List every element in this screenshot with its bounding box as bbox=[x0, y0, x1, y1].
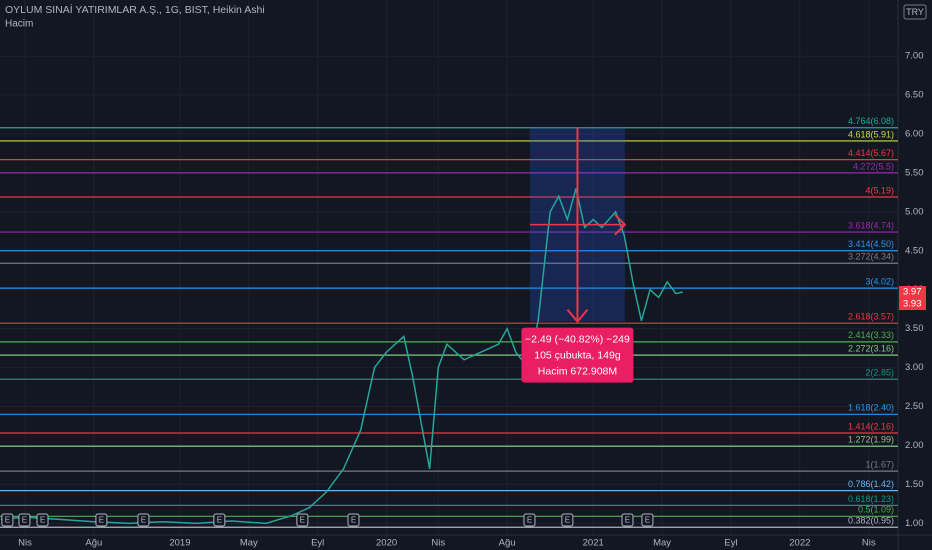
fib-label: 4.414(5.67) bbox=[848, 148, 894, 158]
measure-label: −2.49 (−40.82%) −249 bbox=[525, 333, 630, 345]
earnings-marker bbox=[18, 513, 31, 527]
earnings-marker bbox=[213, 513, 226, 527]
y-tick-label: 7.00 bbox=[905, 51, 924, 62]
currency-label[interactable]: TRY bbox=[906, 7, 924, 17]
y-tick-label: 6.00 bbox=[905, 128, 924, 139]
x-tick-label: Ağu bbox=[499, 538, 516, 549]
currency-button[interactable] bbox=[903, 4, 927, 20]
earnings-label: E bbox=[625, 516, 630, 525]
earnings-label: E bbox=[565, 516, 570, 525]
fib-label: 1.414(2.16) bbox=[848, 421, 894, 431]
measure-label: Hacim 672.908M bbox=[538, 365, 617, 377]
fib-label: 4.764(6.08) bbox=[848, 116, 894, 126]
fib-label: 3.618(4.74) bbox=[848, 220, 894, 230]
fib-label: 1.618(2.40) bbox=[848, 403, 894, 413]
earnings-label: E bbox=[351, 516, 356, 525]
fib-label: 2.414(3.33) bbox=[848, 330, 894, 340]
price-line bbox=[0, 188, 683, 525]
x-tick-label: May bbox=[240, 538, 258, 549]
x-tick-label: 2021 bbox=[583, 538, 604, 549]
earnings-label: E bbox=[527, 516, 532, 525]
price-tag-label: 3.97 bbox=[903, 287, 922, 298]
fib-label: 0.5(1.09) bbox=[858, 505, 894, 515]
fib-label: 4.618(5.91) bbox=[848, 129, 894, 139]
fib-label: 0.618(1.23) bbox=[848, 494, 894, 504]
earnings-marker bbox=[95, 513, 108, 527]
earnings-label: E bbox=[141, 516, 146, 525]
y-tick-label: 5.50 bbox=[905, 167, 924, 178]
earnings-marker bbox=[621, 513, 634, 527]
earnings-label: E bbox=[217, 516, 222, 525]
x-tick-label: Eyl bbox=[311, 538, 324, 549]
earnings-label: E bbox=[99, 516, 104, 525]
x-tick-label: 2022 bbox=[789, 538, 810, 549]
fib-label: 0.382(0.95) bbox=[848, 516, 894, 526]
price-tag bbox=[899, 286, 926, 299]
fib-label: 4(5.19) bbox=[865, 185, 894, 195]
x-tick-label: Nis bbox=[862, 538, 876, 549]
fib-label: 2.618(3.57) bbox=[848, 312, 894, 322]
fib-label: 2.272(3.16) bbox=[848, 343, 894, 353]
fib-label: 1.272(1.99) bbox=[848, 435, 894, 445]
price-tag bbox=[899, 298, 926, 311]
fib-label: 3.272(4.34) bbox=[848, 252, 894, 262]
y-tick-label: 3.50 bbox=[905, 323, 924, 334]
earnings-marker bbox=[347, 513, 360, 527]
fib-label: 0.786(1.42) bbox=[848, 479, 894, 489]
earnings-marker bbox=[137, 513, 150, 527]
measure-label: 105 çubukta, 149g bbox=[534, 349, 621, 361]
y-tick-label: 2.00 bbox=[905, 440, 924, 451]
earnings-label: E bbox=[40, 516, 45, 525]
earnings-marker bbox=[1, 513, 14, 527]
y-tick-label: 1.50 bbox=[905, 479, 924, 490]
y-tick-label: 1.00 bbox=[905, 518, 924, 529]
measure-label-box bbox=[521, 327, 634, 383]
x-tick-label: 2019 bbox=[169, 538, 190, 549]
x-tick-label: 2020 bbox=[376, 538, 397, 549]
y-tick-label: 2.50 bbox=[905, 401, 924, 412]
y-tick-label: 4.50 bbox=[905, 245, 924, 256]
x-tick-label: Nis bbox=[431, 538, 445, 549]
earnings-marker bbox=[561, 513, 574, 527]
x-tick-label: May bbox=[653, 538, 671, 549]
earnings-marker bbox=[36, 513, 49, 527]
x-tick-label: Ağu bbox=[85, 538, 102, 549]
y-tick-label: 3.00 bbox=[905, 362, 924, 373]
x-tick-label: Eyl bbox=[724, 538, 737, 549]
y-tick-label: 6.50 bbox=[905, 90, 924, 101]
fib-label: 3(4.02) bbox=[865, 277, 894, 287]
x-tick-label: Nis bbox=[18, 538, 32, 549]
earnings-label: E bbox=[300, 516, 305, 525]
fib-label: 3.414(4.50) bbox=[848, 239, 894, 249]
earnings-marker bbox=[296, 513, 309, 527]
symbol-title: OYLUM SINAİ YATIRIMLAR A.Ş., 1G, BIST, H… bbox=[5, 3, 265, 16]
y-tick-label: 5.00 bbox=[905, 206, 924, 217]
fib-label: 4.272(5.5) bbox=[853, 161, 894, 171]
earnings-marker bbox=[523, 513, 536, 527]
measure-arrow-head bbox=[566, 308, 589, 324]
earnings-label: E bbox=[5, 516, 10, 525]
fib-label: 2(2.85) bbox=[865, 368, 894, 378]
earnings-label: E bbox=[645, 516, 650, 525]
price-tag-label: 3.93 bbox=[903, 299, 922, 310]
measure-arrow-head bbox=[614, 213, 627, 236]
fib-label: 1(1.67) bbox=[865, 460, 894, 470]
volume-label: Hacim bbox=[5, 19, 33, 30]
earnings-label: E bbox=[22, 516, 27, 525]
earnings-marker bbox=[641, 513, 654, 527]
